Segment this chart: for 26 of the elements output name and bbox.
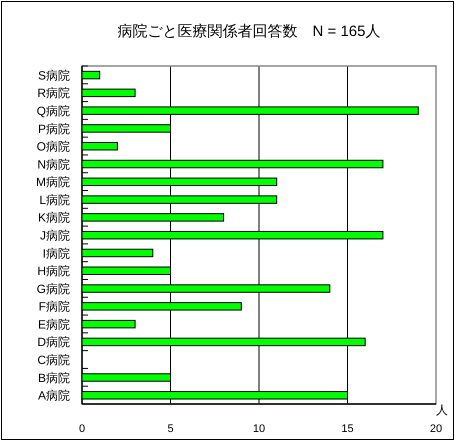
y-tick-label: C病院 — [37, 353, 70, 368]
y-tick-label: L病院 — [39, 192, 70, 207]
y-tick-label: N病院 — [37, 157, 70, 172]
y-tick-label: M病院 — [36, 175, 70, 190]
y-tick-label: I病院 — [42, 246, 70, 260]
y-tick-label: E病院 — [38, 317, 70, 332]
x-tick-label: 5 — [167, 423, 174, 435]
y-tick-label: K病院 — [38, 210, 70, 225]
y-tick-label: S病院 — [38, 68, 70, 82]
y-tick-label: O病院 — [36, 140, 70, 154]
chart-title: 病院ごと医療関係者回答数 N = 165人 — [118, 23, 380, 40]
y-tick-label: B病院 — [38, 370, 70, 385]
y-tick-label: G病院 — [36, 282, 70, 296]
y-tick-label: A病院 — [38, 388, 70, 403]
y-tick-label: J病院 — [40, 228, 70, 242]
x-tick-label: 15 — [341, 423, 354, 435]
x-tick-label: 20 — [430, 423, 442, 435]
y-tick-label: Q病院 — [36, 104, 70, 118]
x-tick-label: 10 — [252, 423, 266, 435]
x-axis-title: 人 — [436, 403, 448, 417]
x-tick-label: 0 — [78, 423, 86, 435]
y-tick-label: P病院 — [38, 122, 70, 136]
y-tick-label: H病院 — [37, 264, 70, 278]
y-tick-label: F病院 — [38, 300, 70, 314]
y-tick-label: D病院 — [37, 335, 70, 350]
y-tick-label: R病院 — [37, 86, 70, 100]
